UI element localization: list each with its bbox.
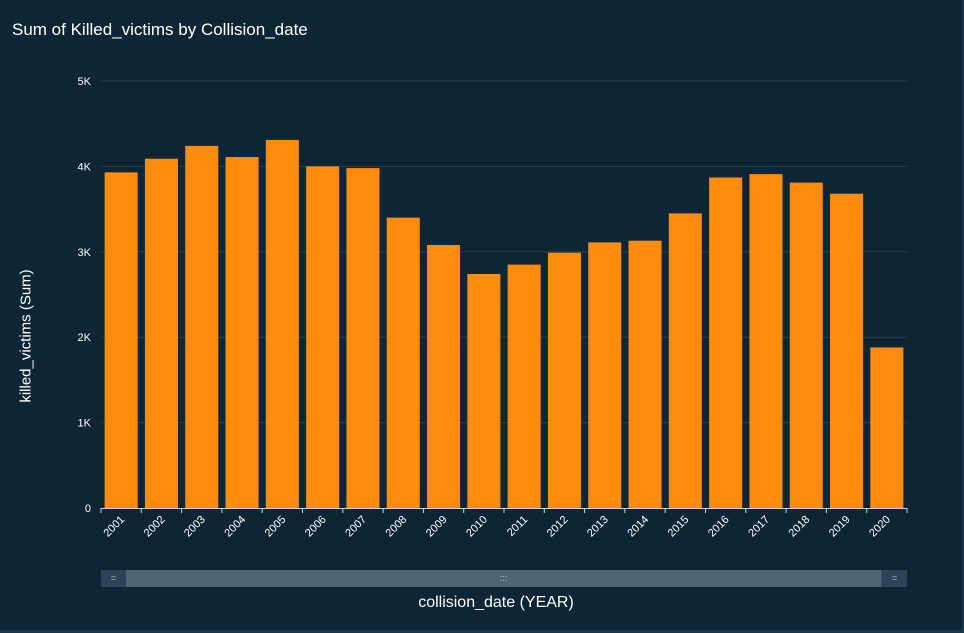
panel-border-right bbox=[962, 0, 964, 633]
chart-title: Sum of Killed_victims by Collision_date bbox=[12, 20, 308, 39]
x-tick-label: 2008 bbox=[384, 514, 410, 540]
x-tick-label: 2006 bbox=[303, 514, 329, 540]
x-tick-label: 2012 bbox=[545, 514, 571, 540]
y-tick-label: 4K bbox=[78, 161, 92, 173]
bar bbox=[265, 139, 299, 508]
x-tick-label: 2004 bbox=[222, 514, 248, 540]
y-tick-label: 5K bbox=[78, 76, 92, 88]
bar bbox=[467, 274, 501, 508]
x-tick-label: 2013 bbox=[585, 514, 611, 540]
y-tick-label: 2K bbox=[78, 332, 92, 344]
bar bbox=[144, 158, 178, 509]
bar bbox=[306, 166, 340, 508]
bar bbox=[185, 145, 219, 509]
x-tick-label: 2010 bbox=[464, 514, 490, 540]
bar bbox=[104, 172, 138, 509]
x-tick-label: 2016 bbox=[706, 514, 732, 540]
y-tick-label: 0 bbox=[85, 503, 91, 515]
x-tick-label: 2007 bbox=[343, 514, 369, 540]
scrollbar-grip-icon[interactable]: ::: bbox=[499, 573, 508, 583]
x-tick-label: 2011 bbox=[505, 514, 530, 539]
x-tick-label: 2018 bbox=[787, 514, 813, 540]
scrollbar-left-handle[interactable]: = bbox=[101, 570, 126, 587]
bar bbox=[588, 242, 622, 508]
bar bbox=[386, 217, 420, 508]
x-tick-label: 2017 bbox=[746, 514, 772, 540]
x-tick-label: 2009 bbox=[424, 514, 450, 540]
x-tick-label: 2003 bbox=[182, 514, 208, 540]
bar bbox=[346, 168, 380, 508]
x-tick-label: 2020 bbox=[867, 514, 893, 540]
bar bbox=[547, 252, 581, 508]
bar bbox=[628, 240, 662, 508]
bar bbox=[870, 347, 904, 508]
x-tick-label: 2019 bbox=[827, 514, 853, 540]
bar bbox=[830, 193, 864, 508]
y-tick-label: 1K bbox=[78, 418, 92, 430]
x-tick-label: 2014 bbox=[625, 514, 651, 540]
bar bbox=[668, 213, 702, 508]
scrollbar-right-handle[interactable]: = bbox=[882, 570, 907, 587]
bar bbox=[225, 157, 259, 509]
x-tick-label: 2002 bbox=[142, 514, 168, 540]
x-tick-label: 2015 bbox=[666, 514, 692, 540]
range-scrollbar[interactable]: ::: = = bbox=[101, 570, 907, 587]
panel-border-bottom bbox=[0, 630, 964, 633]
bar bbox=[427, 244, 461, 508]
bar bbox=[709, 177, 743, 508]
x-tick-label: 2001 bbox=[101, 514, 127, 540]
x-tick-label: 2005 bbox=[263, 514, 289, 540]
scrollbar-thumb[interactable]: ::: bbox=[126, 570, 881, 587]
bar bbox=[749, 174, 783, 508]
bar bbox=[789, 182, 823, 508]
y-tick-label: 3K bbox=[78, 247, 92, 259]
x-axis-label: collision_date (YEAR) bbox=[418, 594, 574, 611]
bar bbox=[507, 264, 541, 508]
